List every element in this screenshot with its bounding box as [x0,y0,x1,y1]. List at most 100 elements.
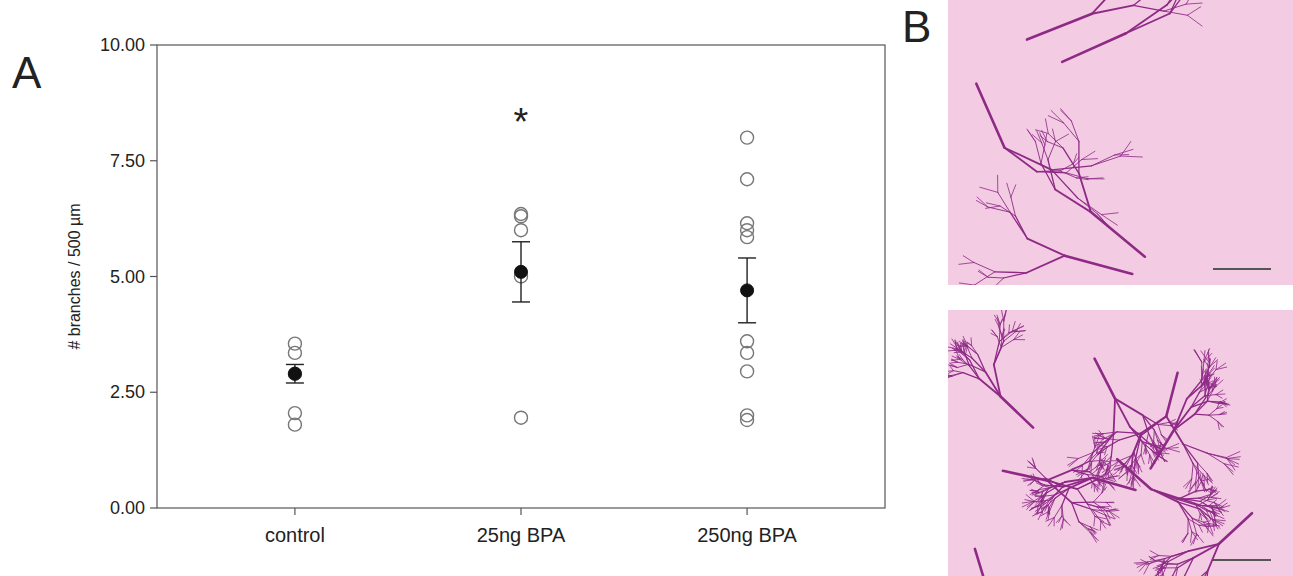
duct [1119,433,1141,440]
duct [1065,256,1133,274]
y-tick-label: 7.50 [110,151,145,171]
duct [1113,461,1119,469]
duct [1210,380,1215,389]
duct [993,278,1004,285]
duct [1157,563,1165,566]
scale-bar [1213,268,1271,270]
duct [967,346,977,354]
duct [1150,556,1158,560]
duct [1185,558,1194,576]
duct [1195,350,1202,362]
duct [1218,422,1224,427]
duct [1067,457,1078,458]
duct [1192,464,1193,479]
duct [1198,478,1199,488]
duct [1200,509,1213,519]
duct [1158,561,1165,563]
panel-label: B [902,2,931,51]
duct [1030,505,1038,510]
duct [1007,183,1011,197]
duct [1209,523,1220,526]
duct [1088,178,1105,179]
duct [1024,480,1032,482]
duct [955,341,957,350]
y-tick-label: 5.00 [110,267,145,287]
duct [1047,470,1072,480]
duct [1028,461,1036,468]
marks [286,131,756,431]
duct [1072,503,1079,522]
duct [1000,206,1016,216]
duct [1220,403,1229,405]
duct [994,341,1004,364]
duct [1201,362,1202,380]
duct [1164,4,1186,11]
duct [957,350,970,360]
data-point [288,367,301,380]
duct [1052,166,1092,170]
x-tick [746,508,747,515]
duct [1072,503,1093,510]
duct [1151,572,1159,576]
duct [1027,256,1065,273]
duct [1149,558,1165,563]
duct [1054,518,1055,526]
duct [1220,403,1226,405]
duct [1026,495,1035,502]
duct [1201,480,1205,492]
duct [1193,464,1200,480]
data-point [288,346,301,359]
duct [1003,321,1004,341]
y-tick-label: 0.00 [110,498,145,518]
duct [1161,435,1166,440]
duct [1105,438,1119,440]
duct [1105,515,1114,519]
duct [1061,109,1072,121]
duct [1027,129,1035,141]
duct [1035,495,1042,497]
duct [1092,483,1097,487]
duct [961,351,970,360]
duct [1141,560,1150,564]
duct [1036,507,1040,513]
x-tick-label: control [265,524,325,546]
duct [1132,471,1138,478]
duct [1001,396,1034,427]
duct [1120,466,1124,473]
duct [1060,171,1076,178]
duct [1097,475,1103,477]
duct [1092,156,1121,166]
duct [1161,435,1166,442]
duct [1011,185,1016,197]
duct [1043,501,1046,506]
error-bar [512,242,530,302]
duct [1208,498,1217,500]
duct [1076,469,1088,475]
duct [974,262,995,271]
duct [951,373,963,376]
duct [1218,422,1222,427]
duct [1028,131,1035,142]
duct [1087,475,1092,483]
duct [1200,379,1205,386]
duct [952,373,963,377]
duct [1080,469,1088,478]
duct [1121,156,1143,158]
duct [1004,310,1007,321]
y-tick [150,276,157,277]
duct [1134,452,1137,462]
duct [977,197,988,207]
duct [1100,456,1112,467]
duct [1046,495,1055,501]
duct [1054,505,1062,517]
duct [1193,544,1219,558]
duct [1195,401,1208,414]
micrograph-ground [948,0,1293,285]
duct [1110,471,1116,481]
duct [1050,498,1055,511]
duct [1016,324,1021,332]
duct [1158,440,1163,445]
duct [1141,442,1142,455]
duct [953,371,963,373]
duct [1126,14,1170,34]
